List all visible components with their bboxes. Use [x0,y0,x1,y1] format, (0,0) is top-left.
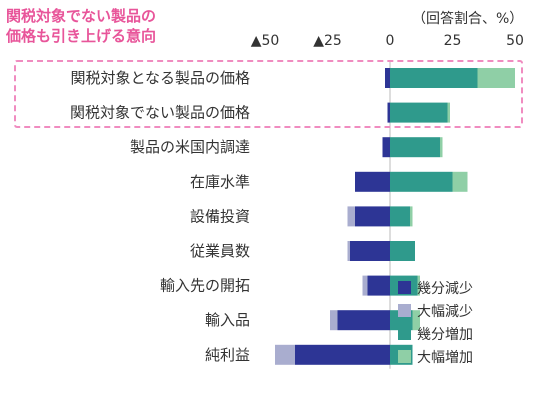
bar-slight-decrease [350,241,390,261]
legend-swatch-large-increase [398,350,411,363]
bar-slight-decrease [382,137,390,158]
category-label: 製品の米国内調達 [130,138,250,156]
category-label: 設備投資 [190,207,250,225]
legend-label-large-increase: 大幅増加 [417,349,473,366]
bar-slight-decrease [337,310,390,331]
bar-slight-increase [390,68,478,88]
bar-large-decrease [362,275,368,296]
bar-slight-increase [390,241,415,261]
bar-large-increase [452,171,468,192]
category-label: 関税対象でない製品の価格 [70,104,250,122]
legend-item-slight-increase: 幾分増加 [398,322,473,345]
bar-slight-decrease [355,206,390,227]
legend-swatch-large-decrease [398,304,411,317]
bar-large-increase [440,137,443,158]
legend-label-slight-decrease: 幾分減少 [417,280,473,297]
category-label: 輸入品 [205,311,250,329]
bar-slight-increase [390,137,440,158]
category-label: 輸入先の開拓 [160,277,250,295]
bar-slight-decrease [387,102,390,123]
legend-item-large-increase: 大幅増加 [398,345,473,368]
annotation-line-2: 価格も引き上げる意向 [6,27,157,45]
bar-large-increase [410,206,413,227]
category-label: 従業員数 [190,242,250,260]
x-tick-label: 25 [444,33,462,49]
bar-large-decrease [347,241,350,261]
bar-slight-decrease [367,275,390,296]
legend-item-large-decrease: 大幅減少 [398,299,473,322]
bar-large-increase [447,102,450,123]
bar-large-increase [417,275,420,296]
bar-large-decrease [275,344,295,365]
legend-swatch-slight-decrease [398,281,411,294]
category-label: 関税対象となる製品の価格 [70,69,250,87]
bar-large-increase [477,68,515,88]
bar-large-decrease [330,310,338,331]
bar-large-increase [412,310,420,331]
legend-label-slight-increase: 幾分増加 [417,326,473,343]
legend: 幾分減少 大幅減少 幾分増加 大幅増加 [398,276,473,368]
x-tick-label: ▲25 [313,33,342,49]
bar-slight-decrease [355,171,390,192]
category-label: 在庫水準 [190,173,250,191]
legend-swatch-slight-increase [398,327,411,340]
annotation: 関税対象でない製品の 価格も引き上げる意向 [6,6,246,46]
annotation-line-1: 関税対象でない製品の [6,7,157,25]
bar-large-decrease [347,206,355,227]
bar-slight-increase [390,171,453,192]
bar-slight-decrease [385,68,390,88]
x-tick-label: 0 [386,33,395,49]
legend-item-slight-decrease: 幾分減少 [398,276,473,299]
bar-slight-increase [390,102,448,123]
unit-label: （回答割合、%） [412,11,524,27]
x-tick-label: ▲50 [251,33,280,49]
highlight-box [14,60,523,128]
x-tick-label: 50 [506,33,524,49]
legend-label-large-decrease: 大幅減少 [417,303,473,320]
bar-slight-increase [390,206,410,227]
bar-slight-decrease [295,344,390,365]
category-label: 純利益 [205,346,250,364]
